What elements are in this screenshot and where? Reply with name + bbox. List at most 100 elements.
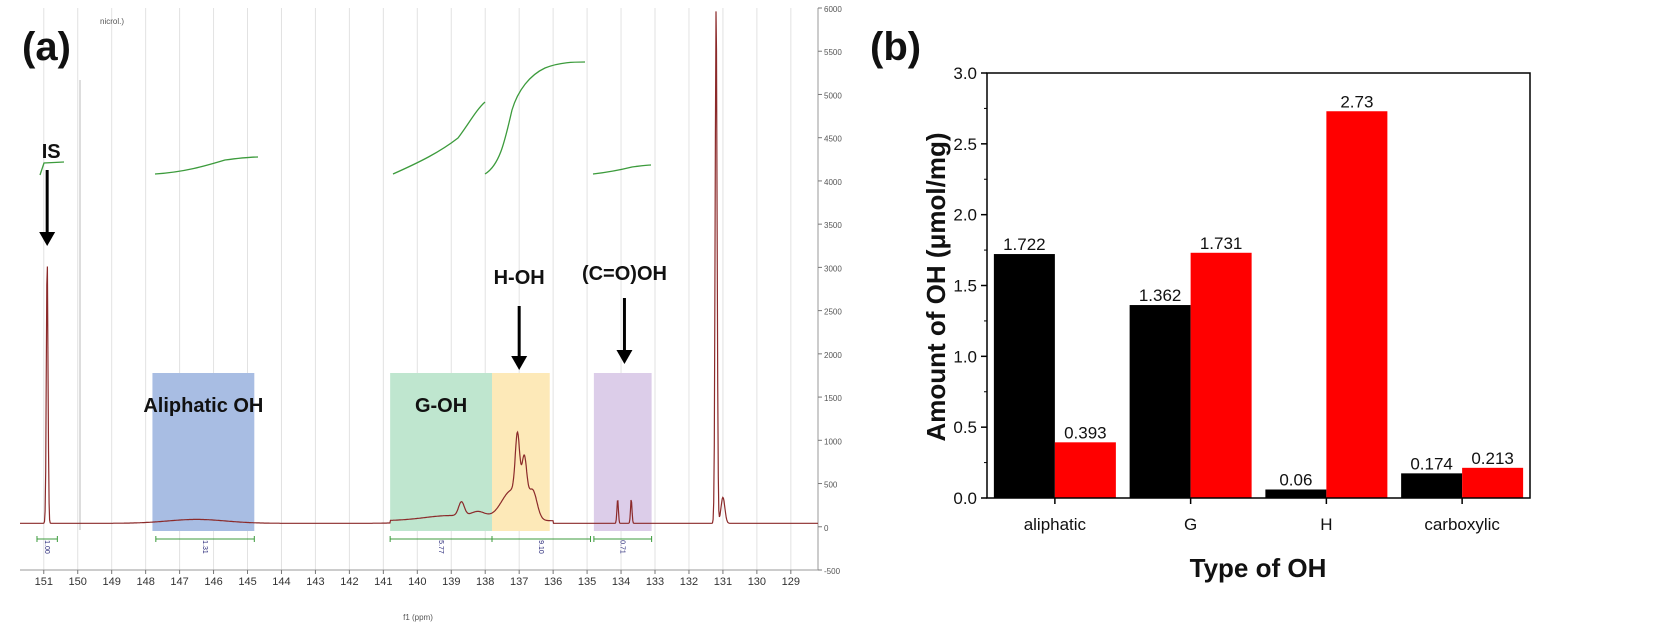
nmr-y-tick-label: 2000 <box>824 351 842 360</box>
bar-data-label: 1.722 <box>1003 235 1046 254</box>
nmr-annotation-label: IS <box>42 141 61 163</box>
bar <box>1462 467 1524 498</box>
bar-y-tick-label: 0.0 <box>953 489 977 508</box>
nmr-x-tick-label: 141 <box>374 576 392 588</box>
nmr-regions <box>152 373 652 531</box>
bar-y-tick-label: 0.5 <box>953 418 977 437</box>
nmr-y-tick-label: 1000 <box>824 437 842 446</box>
nmr-spectrum <box>20 11 818 524</box>
nmr-x-axis-title: f1 (ppm) <box>403 613 433 622</box>
nmr-integral-curve <box>154 156 259 175</box>
nmr-x-tick-label: 142 <box>340 576 358 588</box>
nmr-y-tick-label: 5000 <box>824 91 842 100</box>
nmr-annotation-arrowhead <box>511 356 528 370</box>
nmr-y-tick-label: 3000 <box>824 264 842 273</box>
nmr-spectrum-trace <box>20 11 818 524</box>
bar-data-label: 1.731 <box>1200 234 1243 253</box>
bar-y-tick-label: 2.0 <box>953 206 977 225</box>
nmr-region-label: Aliphatic OH <box>143 395 263 417</box>
bar-x-tick-label: aliphatic <box>1024 515 1087 534</box>
nmr-y-tick-label: 1500 <box>824 394 842 403</box>
nmr-integral-value: 0.71 <box>619 540 626 554</box>
nmr-y-tick-label: 5500 <box>824 48 842 57</box>
nmr-region-labels: Aliphatic OH G-OH <box>143 395 467 417</box>
nmr-x-tick-label: 150 <box>69 576 87 588</box>
nmr-annotations: IS H-OH (C=O)OH <box>39 141 667 370</box>
panel-a-label: (a) <box>22 25 71 69</box>
bar-data-label: 0.393 <box>1064 423 1107 442</box>
bar-y-tick-label: 1.5 <box>953 277 977 296</box>
bar-data-label: 2.73 <box>1340 92 1373 111</box>
nmr-integral-bars: 1.00 1.31 5.77 9.10 0.71 <box>36 536 653 554</box>
nmr-x-tick-label: 135 <box>578 576 596 588</box>
bar-data-label: 1.362 <box>1139 286 1182 305</box>
nmr-x-tick-label: 149 <box>103 576 121 588</box>
bar-x-tick-label: G <box>1184 515 1197 534</box>
nmr-integral-curve <box>392 101 486 175</box>
nmr-x-tick-label: 151 <box>35 576 53 588</box>
nmr-x-tick-label: 148 <box>136 576 154 588</box>
nmr-y-tick-label: 2500 <box>824 308 842 317</box>
nmr-x-tick-labels: 151 150 149 148 147 146 145 144 143 142 141 140 139 1… <box>35 576 800 588</box>
nmr-panel: 1.00 1.31 5.77 9.10 0.71 151 150 149 148 147 146 1… <box>20 5 842 622</box>
bar-bars <box>993 111 1524 498</box>
panel-b-label: (b) <box>870 25 921 69</box>
nmr-x-tick-label: 136 <box>544 576 562 588</box>
nmr-x-tick-label: 133 <box>646 576 664 588</box>
bar-data-labels: 1.722 1.362 0.06 0.174 0.393 1.731 2.73 0.213 <box>1003 92 1514 489</box>
nmr-region-box <box>390 373 493 531</box>
nmr-integral-value: 5.77 <box>437 540 444 554</box>
bar <box>1190 252 1252 498</box>
bar-data-label: 0.06 <box>1279 471 1312 490</box>
nmr-x-tick-label: 132 <box>680 576 698 588</box>
nmr-integral-curve <box>484 61 586 175</box>
nmr-annotation-label: H-OH <box>494 267 545 289</box>
nmr-y-tick-label: 6000 <box>824 5 842 14</box>
nmr-y-tick-label: 4500 <box>824 135 842 144</box>
bar-y-tick-label: 1.0 <box>953 347 977 366</box>
nmr-y-tick-label: 4000 <box>824 178 842 187</box>
bar <box>1401 473 1463 498</box>
nmr-x-tick-label: 139 <box>442 576 460 588</box>
nmr-region-box <box>593 373 652 531</box>
nmr-y-tick-label: 0 <box>824 524 829 533</box>
nmr-frame <box>20 7 822 574</box>
bar-x-tick-label: carboxylic <box>1424 515 1500 534</box>
nmr-x-tick-label: 138 <box>476 576 494 588</box>
nmr-y-tick-label: 3500 <box>824 221 842 230</box>
nmr-corner-text: nicrol.) <box>100 17 124 26</box>
nmr-x-tick-label: 129 <box>782 576 800 588</box>
bar-data-label: 0.174 <box>1410 454 1453 473</box>
bar <box>1326 111 1388 498</box>
bar-x-tick-label: H <box>1320 515 1332 534</box>
nmr-x-tick-label: 144 <box>272 576 290 588</box>
nmr-x-tick-label: 147 <box>170 576 188 588</box>
bar-x-axis-title: Type of OH <box>1190 553 1327 583</box>
nmr-integral-curve <box>592 164 652 175</box>
nmr-region-box <box>492 373 550 531</box>
bar-data-label: 0.213 <box>1471 449 1514 468</box>
nmr-integral-value: 9.10 <box>537 540 544 554</box>
bar <box>1129 305 1191 498</box>
nmr-integral-curves <box>39 61 652 176</box>
nmr-y-tick-label: -500 <box>824 567 841 576</box>
nmr-annotation-arrowhead <box>616 350 633 364</box>
bar <box>1265 489 1327 498</box>
nmr-x-tick-label: 143 <box>306 576 324 588</box>
bar-y-tick-labels: 0.0 0.5 1.0 1.5 2.0 2.5 3.0 <box>953 64 977 508</box>
nmr-y-tick-labels: 6000 5500 5000 4500 4000 3500 3000 2500 2000 1500… <box>824 5 842 576</box>
nmr-x-tick-label: 146 <box>204 576 222 588</box>
nmr-integral-value: 1.31 <box>201 540 208 554</box>
bar <box>993 254 1055 498</box>
nmr-x-tick-label: 140 <box>408 576 426 588</box>
bar-y-tick-label: 3.0 <box>953 64 977 83</box>
nmr-x-tick-label: 137 <box>510 576 528 588</box>
nmr-x-tick-label: 145 <box>238 576 256 588</box>
bar-y-axis-title: Amount of OH (μmol/mg) <box>921 132 951 441</box>
bar-frame <box>981 72 1531 504</box>
nmr-x-tick-label: 134 <box>612 576 630 588</box>
nmr-region-label: G-OH <box>415 395 467 417</box>
